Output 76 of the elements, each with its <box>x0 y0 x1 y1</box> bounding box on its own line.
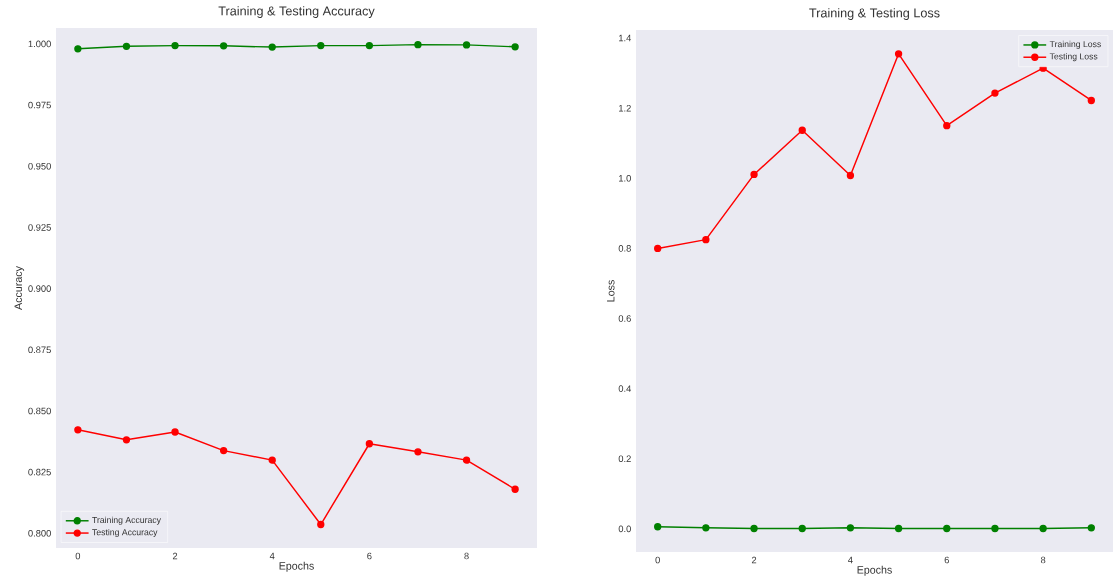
x-axis-title: Epochs <box>857 565 892 576</box>
point <box>654 522 662 531</box>
point <box>702 524 710 532</box>
x-tick-label: 4 <box>269 552 275 560</box>
y-tick-label: 0.950 <box>28 162 51 170</box>
point <box>414 448 422 456</box>
y-tick-label: 1.000 <box>28 40 51 48</box>
point <box>750 524 758 533</box>
chart-title: Training & Testing Loss <box>809 8 940 20</box>
point <box>365 439 374 448</box>
x-tick-label: 6 <box>944 556 949 564</box>
point <box>365 41 374 50</box>
point <box>122 436 131 444</box>
y-tick-label: 0.4 <box>618 385 632 392</box>
y-tick-label: 0.850 <box>28 407 51 415</box>
point <box>846 524 855 532</box>
y-tick-label: 0.975 <box>28 101 51 109</box>
y-tick-label: 0.825 <box>28 468 51 476</box>
point <box>74 45 82 53</box>
point <box>122 42 131 50</box>
point <box>171 428 179 436</box>
y-tick-label: 1.0 <box>619 174 631 182</box>
point <box>654 244 662 252</box>
point <box>1039 524 1047 533</box>
point <box>798 126 806 134</box>
point <box>702 235 710 244</box>
y-tick-label: 0.900 <box>28 285 51 292</box>
y-tick-label: 0.925 <box>28 224 51 231</box>
point <box>171 41 179 50</box>
point <box>943 121 951 130</box>
x-tick-label: 4 <box>848 556 853 564</box>
point <box>268 43 276 51</box>
point <box>1087 96 1095 105</box>
x-tick-label: 2 <box>172 552 178 560</box>
point <box>846 171 855 180</box>
point <box>894 524 903 533</box>
x-tick-label: 6 <box>367 552 372 560</box>
point <box>511 485 519 493</box>
point <box>511 43 519 51</box>
x-tick-label: 2 <box>751 556 757 564</box>
point <box>317 520 325 529</box>
y-tick-label: 0.0 <box>618 525 631 533</box>
point <box>991 524 999 533</box>
y-tick-label: 0.800 <box>28 529 51 537</box>
legend-label: Training Accuracy <box>92 516 161 525</box>
legend-label: Testing Accuracy <box>92 528 158 537</box>
point <box>894 50 903 58</box>
point <box>943 524 951 533</box>
point <box>462 456 471 464</box>
point <box>1087 524 1095 532</box>
y-tick-label: 0.8 <box>618 245 631 252</box>
legend-label: Training Loss <box>1049 40 1101 49</box>
y-tick-label: 0.2 <box>618 455 631 462</box>
x-tick-label: 8 <box>464 552 469 560</box>
point <box>74 426 82 434</box>
y-tick-label: 1.2 <box>619 104 631 112</box>
y-tick-label: 1.4 <box>619 34 632 42</box>
point <box>750 170 758 179</box>
y-axis-title: Loss <box>607 280 615 302</box>
x-tick-label: 0 <box>655 556 660 564</box>
point <box>991 89 999 97</box>
point <box>317 41 325 50</box>
point <box>798 524 806 533</box>
legend-label: Testing Loss <box>1049 53 1098 62</box>
point <box>462 41 471 49</box>
chart-title: Training & Testing Accuracy <box>218 6 375 18</box>
x-tick-label: 8 <box>1040 556 1046 564</box>
x-tick-label: 0 <box>75 552 81 560</box>
y-tick-label: 0.875 <box>28 346 51 353</box>
y-axis-title: Accuracy <box>14 265 25 310</box>
y-tick-label: 0.6 <box>618 315 631 322</box>
x-axis-title: Epochs <box>279 561 314 572</box>
point <box>268 456 276 464</box>
point <box>219 42 228 50</box>
point <box>219 446 228 455</box>
point <box>414 40 422 49</box>
